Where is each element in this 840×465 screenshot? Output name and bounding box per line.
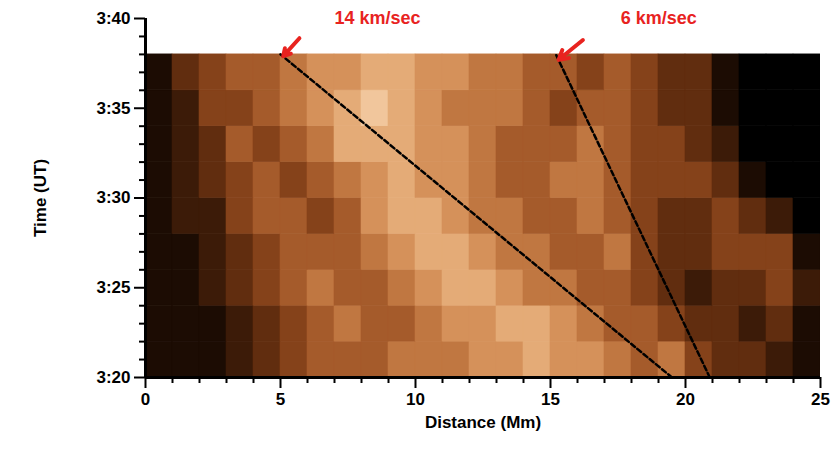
- svg-text:5: 5: [276, 390, 285, 409]
- svg-text:3:25: 3:25: [96, 278, 130, 297]
- svg-text:14 km/sec: 14 km/sec: [335, 8, 421, 28]
- svg-text:6 km/sec: 6 km/sec: [621, 8, 697, 28]
- svg-text:3:40: 3:40: [96, 9, 130, 28]
- svg-text:10: 10: [406, 390, 425, 409]
- svg-text:3:20: 3:20: [96, 368, 130, 387]
- svg-text:15: 15: [541, 390, 560, 409]
- svg-text:25: 25: [811, 390, 830, 409]
- svg-text:Time (UT): Time (UT): [31, 159, 50, 237]
- svg-text:0: 0: [141, 390, 150, 409]
- svg-text:Distance (Mm): Distance (Mm): [425, 413, 541, 432]
- svg-text:3:30: 3:30: [96, 188, 130, 207]
- svg-text:3:35: 3:35: [96, 99, 130, 118]
- svg-text:20: 20: [676, 390, 695, 409]
